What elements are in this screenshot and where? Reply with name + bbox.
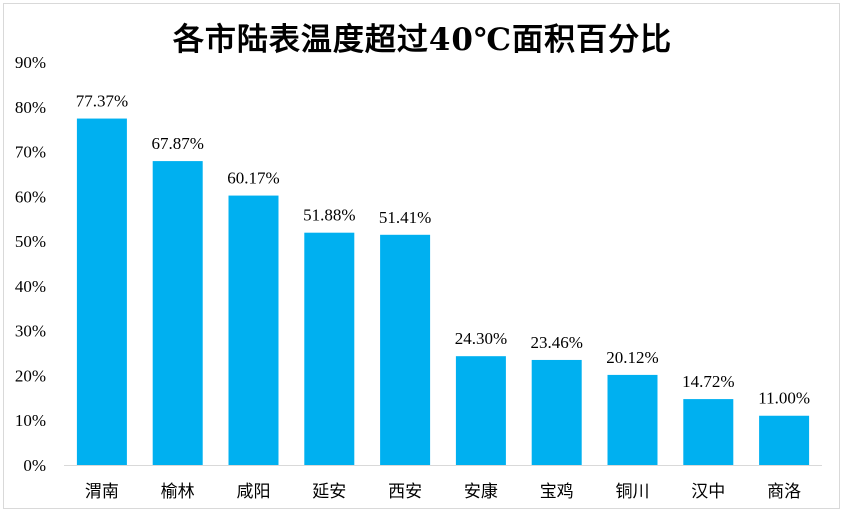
x-tick-label: 咸阳 <box>237 482 271 502</box>
x-tick-label: 延安 <box>312 482 346 502</box>
bar <box>152 161 203 466</box>
x-axis-ticks: 渭南 榆林 咸阳 延安 西安 安康 宝鸡 铜川 汉中 商洛 <box>85 482 801 502</box>
chart-title: 各市陆表温度超过40℃面积百分比 <box>172 22 673 58</box>
bar <box>228 195 279 465</box>
data-label: 23.46% <box>530 333 582 352</box>
y-tick-label: 40% <box>15 277 46 296</box>
y-tick-label: 30% <box>15 322 46 341</box>
x-tick-label: 西安 <box>388 482 422 502</box>
y-tick-label: 70% <box>15 143 46 162</box>
data-label: 67.87% <box>151 134 203 153</box>
y-tick-label: 20% <box>15 366 46 385</box>
y-tick-label: 50% <box>15 232 46 251</box>
x-tick-label: 商洛 <box>767 482 801 502</box>
bar <box>304 232 355 465</box>
bar <box>683 399 734 465</box>
bar <box>759 415 810 465</box>
y-tick-label: 60% <box>15 187 46 206</box>
x-tick-label: 安康 <box>464 482 498 502</box>
data-label: 51.88% <box>303 206 355 225</box>
y-tick-label: 90% <box>15 53 46 72</box>
data-label: 77.37% <box>76 92 128 111</box>
data-label: 11.00% <box>758 389 810 408</box>
bar <box>76 118 127 466</box>
y-tick-label: 80% <box>15 98 46 117</box>
x-tick-label: 渭南 <box>85 482 119 502</box>
bar <box>380 234 431 465</box>
y-axis-ticks: 0% 10% 20% 30% 40% 50% 60% 70% 80% 90% <box>15 53 46 475</box>
x-tick-label: 榆林 <box>161 482 195 502</box>
x-tick-label: 铜川 <box>616 482 650 502</box>
data-label: 14.72% <box>682 372 734 391</box>
data-labels-group: 77.37% 67.87% 60.17% 51.88% 51.41% 24.30% 23.4… <box>76 92 810 408</box>
bar <box>455 356 506 465</box>
bar <box>607 374 658 465</box>
data-label: 51.41% <box>379 208 431 227</box>
data-label: 60.17% <box>227 169 279 188</box>
x-tick-label: 汉中 <box>691 482 725 502</box>
x-tick-label: 宝鸡 <box>540 482 574 502</box>
bars-group <box>76 118 810 466</box>
data-label: 24.30% <box>455 329 507 348</box>
data-label: 20.12% <box>606 348 658 367</box>
bar <box>531 359 582 465</box>
y-tick-label: 0% <box>23 456 46 475</box>
y-tick-label: 10% <box>15 411 46 430</box>
